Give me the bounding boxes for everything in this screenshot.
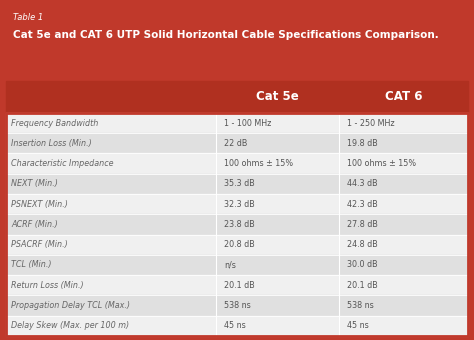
- Text: 24.8 dB: 24.8 dB: [347, 240, 378, 249]
- Bar: [6, 235, 468, 255]
- Text: NEXT (Min.): NEXT (Min.): [11, 179, 58, 188]
- Text: 45 ns: 45 ns: [224, 321, 246, 330]
- Text: 42.3 dB: 42.3 dB: [347, 200, 378, 209]
- Text: 30.0 dB: 30.0 dB: [347, 260, 378, 270]
- Text: 32.3 dB: 32.3 dB: [224, 200, 255, 209]
- Text: n/s: n/s: [224, 260, 236, 270]
- Text: Delay Skew (Max. per 100 m): Delay Skew (Max. per 100 m): [11, 321, 129, 330]
- Text: 19.8 dB: 19.8 dB: [347, 139, 378, 148]
- Text: 538 ns: 538 ns: [347, 301, 374, 310]
- Text: PSACRF (Min.): PSACRF (Min.): [11, 240, 68, 249]
- Bar: [6, 214, 468, 235]
- Text: 100 ohms ± 15%: 100 ohms ± 15%: [347, 159, 417, 168]
- Text: Characteristic Impedance: Characteristic Impedance: [11, 159, 114, 168]
- Text: CAT 6: CAT 6: [385, 90, 422, 103]
- Text: 1 - 250 MHz: 1 - 250 MHz: [347, 119, 395, 128]
- Text: Cat 5e: Cat 5e: [256, 90, 299, 103]
- Bar: [6, 255, 468, 275]
- Text: Frequency Bandwidth: Frequency Bandwidth: [11, 119, 99, 128]
- Bar: [6, 133, 468, 153]
- Text: Insertion Loss (Min.): Insertion Loss (Min.): [11, 139, 92, 148]
- Bar: [6, 4, 468, 81]
- Text: TCL (Min.): TCL (Min.): [11, 260, 52, 270]
- Text: PSNEXT (Min.): PSNEXT (Min.): [11, 200, 68, 209]
- Text: 22 dB: 22 dB: [224, 139, 247, 148]
- Text: Table 1: Table 1: [13, 13, 43, 21]
- Text: ACRF (Min.): ACRF (Min.): [11, 220, 58, 229]
- Text: Cat 5e and CAT 6 UTP Solid Horizontal Cable Specifications Comparison.: Cat 5e and CAT 6 UTP Solid Horizontal Ca…: [13, 30, 438, 39]
- Text: Return Loss (Min.): Return Loss (Min.): [11, 281, 84, 290]
- Bar: [6, 113, 468, 336]
- Text: 45 ns: 45 ns: [347, 321, 369, 330]
- Bar: [6, 316, 468, 336]
- Text: 20.1 dB: 20.1 dB: [347, 281, 378, 290]
- Bar: [6, 295, 468, 316]
- Text: 20.1 dB: 20.1 dB: [224, 281, 255, 290]
- Bar: [6, 275, 468, 295]
- Bar: [6, 194, 468, 214]
- Text: Propagation Delay TCL (Max.): Propagation Delay TCL (Max.): [11, 301, 130, 310]
- Text: 44.3 dB: 44.3 dB: [347, 179, 378, 188]
- Text: 35.3 dB: 35.3 dB: [224, 179, 255, 188]
- Text: 100 ohms ± 15%: 100 ohms ± 15%: [224, 159, 293, 168]
- Bar: [6, 113, 468, 133]
- Text: 23.8 dB: 23.8 dB: [224, 220, 255, 229]
- Text: 538 ns: 538 ns: [224, 301, 251, 310]
- Bar: [6, 153, 468, 174]
- Bar: [6, 81, 468, 113]
- Bar: [6, 174, 468, 194]
- Text: 20.8 dB: 20.8 dB: [224, 240, 255, 249]
- Text: 1 - 100 MHz: 1 - 100 MHz: [224, 119, 272, 128]
- Text: 27.8 dB: 27.8 dB: [347, 220, 378, 229]
